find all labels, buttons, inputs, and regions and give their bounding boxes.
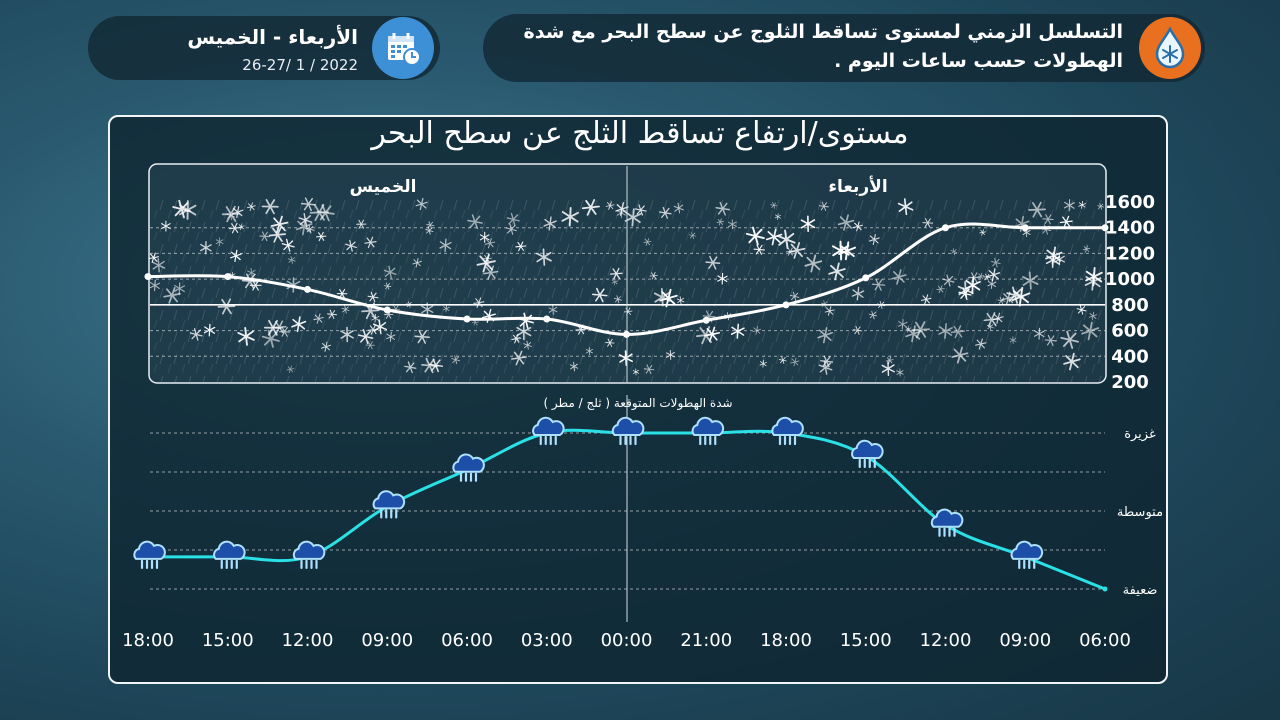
date-label: الأربعاء - الخميس — [187, 25, 358, 49]
x-tick-label: 18:00 — [122, 630, 174, 651]
rain-cloud-icon — [771, 416, 804, 446]
snow-level-point — [383, 306, 391, 314]
date-pill: الأربعاء - الخميس 26-27/ 1 / 2022 — [88, 16, 440, 80]
precipitation-intensity-chart: شدة الهطولات المتوقعة ( ثلج / مطر ) غزير… — [122, 395, 1163, 651]
x-tick-label: 21:00 — [680, 630, 732, 651]
snow-level-point — [463, 315, 471, 323]
x-tick-label: 18:00 — [760, 630, 812, 651]
x-tick-label: 06:00 — [1079, 630, 1131, 651]
x-tick-label: 12:00 — [282, 630, 334, 651]
snow-level-point — [1101, 224, 1109, 232]
chart-title: مستوى/ارتفاع تساقط الثلج عن سطح البحر — [371, 116, 909, 151]
calendar-clock-icon — [372, 17, 434, 79]
snow-level-point — [702, 316, 710, 324]
y-tick-label: 600 — [1111, 321, 1149, 342]
x-tick-label: 15:00 — [202, 630, 254, 651]
y-tick-label: 200 — [1111, 372, 1149, 393]
snow-level-point — [224, 273, 232, 281]
y-tick-label: 400 — [1111, 346, 1149, 367]
x-tick-label: 09:00 — [361, 630, 413, 651]
snow-level-point — [623, 330, 630, 338]
y-tick-label: 1200 — [1105, 243, 1155, 264]
snow-level-point — [304, 285, 311, 293]
y-tick-label: 1000 — [1105, 269, 1155, 290]
intensity-title: شدة الهطولات المتوقعة ( ثلج / مطر ) — [543, 396, 732, 411]
x-tick-label: 06:00 — [441, 630, 493, 651]
date-range: 26-27/ 1 / 2022 — [242, 56, 358, 74]
rain-cloud-icon — [212, 540, 246, 569]
snow-drop-icon — [1139, 17, 1201, 79]
header-subtitle: التسلسل الزمني لمستوى تساقط الثلوج عن سط… — [523, 21, 1123, 72]
rain-cloud-icon — [1010, 540, 1044, 569]
rain-cloud-icon — [452, 453, 485, 482]
x-tick-label: 12:00 — [920, 630, 972, 651]
snow-level-point — [144, 273, 152, 281]
rain-cloud-icon — [611, 416, 645, 446]
intensity-point — [1102, 586, 1108, 592]
snow-level-point — [543, 315, 551, 323]
intensity-label: متوسطة — [1117, 505, 1163, 520]
snow-level-chart: الخميس الأربعاء 1600 1400 1200 1000 800 600 40… — [144, 163, 1155, 393]
snow-level-point — [942, 224, 949, 232]
y-tick-label: 1400 — [1105, 218, 1155, 239]
x-tick-label: 03:00 — [521, 630, 573, 651]
day-label-wednesday: الأربعاء — [828, 176, 887, 197]
x-tick-label: 00:00 — [601, 630, 653, 651]
intensity-label: غزيرة — [1124, 427, 1156, 442]
intensity-label: ضعيفة — [1123, 583, 1158, 598]
rain-cloud-icon — [691, 416, 725, 446]
x-tick-label: 15:00 — [840, 630, 892, 651]
y-tick-label: 1600 — [1105, 192, 1155, 213]
rain-cloud-icon — [531, 416, 565, 446]
day-label-thursday: الخميس — [350, 177, 417, 197]
snow-level-point — [782, 301, 790, 309]
snow-level-point — [862, 274, 870, 282]
x-tick-label: 09:00 — [999, 630, 1051, 651]
header-title-pill: التسلسل الزمني لمستوى تساقط الثلوج عن سط… — [483, 14, 1205, 82]
rain-cloud-icon — [292, 540, 326, 569]
snow-level-point — [1021, 224, 1029, 232]
y-tick-label: 800 — [1111, 295, 1149, 316]
rain-cloud-icon — [133, 540, 166, 569]
